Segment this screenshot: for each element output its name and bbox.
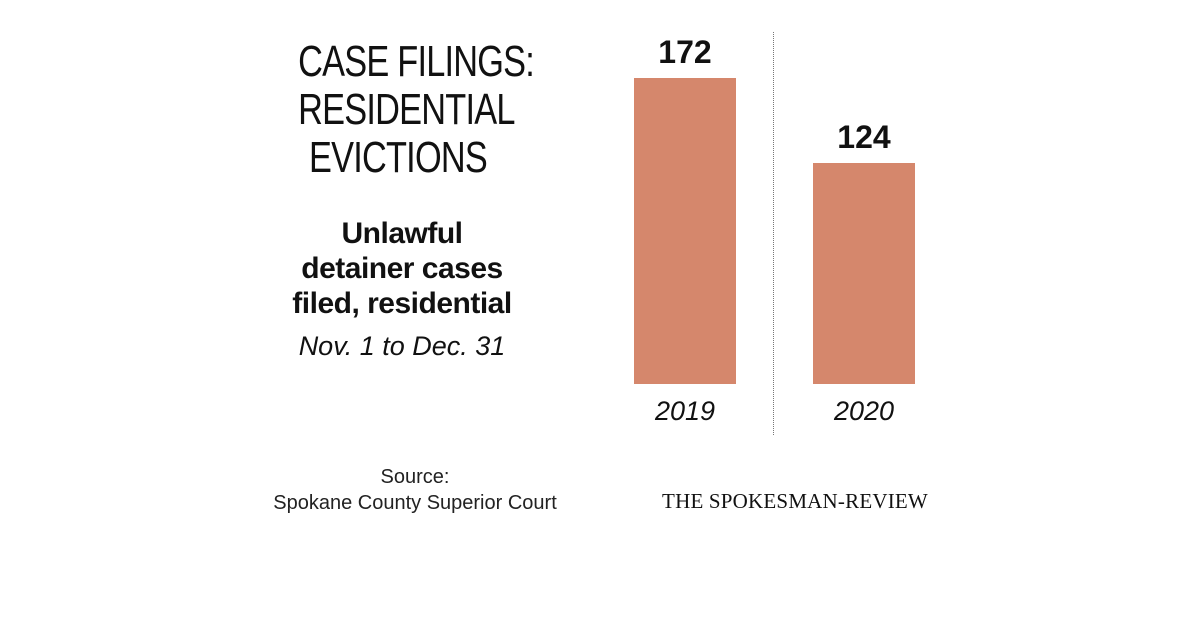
source-label: Source: xyxy=(380,466,450,488)
bar-2019 xyxy=(634,78,736,384)
source-note: Source: Spokane County Superior Court xyxy=(250,464,580,516)
divider-line xyxy=(773,32,774,435)
category-label-2019: 2019 xyxy=(654,396,716,426)
date-range: Nov. 1 to Dec. 31 xyxy=(298,331,506,361)
title-line: CASE FILINGS: xyxy=(298,37,535,86)
subtitle-line: Unlawful xyxy=(341,217,464,250)
title-line: RESIDENTIAL xyxy=(298,85,515,134)
chart-title: CASE FILINGS: RESIDENTIAL EVICTIONS xyxy=(298,37,535,182)
subtitle-line: detainer cases xyxy=(301,252,503,285)
subtitle-line: filed, residential xyxy=(292,287,512,320)
category-label-2020: 2020 xyxy=(833,396,895,426)
chart-subtitle: Unlawful detainer cases filed, residenti… xyxy=(262,216,542,321)
title-line: EVICTIONS xyxy=(309,133,488,182)
bar-value-label-2020: 124 xyxy=(837,119,891,155)
brand-logo: THE SPOKESMAN-REVIEW xyxy=(662,489,928,513)
source-text: Spokane County Superior Court xyxy=(273,492,557,514)
bar-2020 xyxy=(813,163,915,384)
bar-value-label-2019: 172 xyxy=(658,34,712,70)
